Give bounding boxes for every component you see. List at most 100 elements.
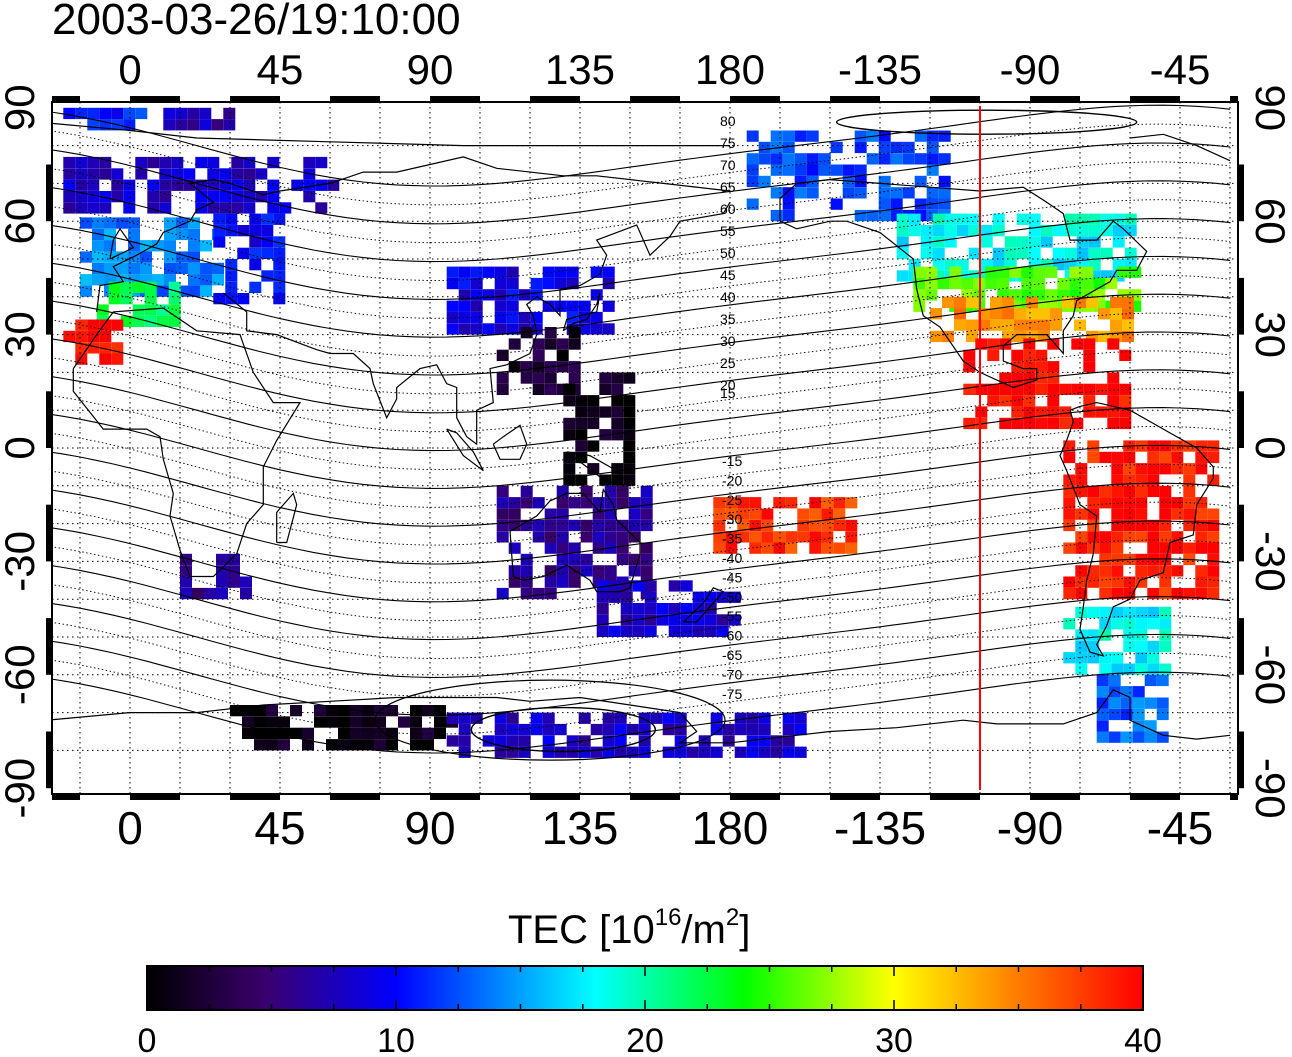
tec-cell [1075,474,1088,486]
tec-cell [806,153,819,165]
tec-cell [785,497,798,509]
tec-cell [1083,383,1096,395]
tec-cell [623,395,636,407]
tec-cell [668,603,681,615]
tec-cell [1062,296,1074,309]
tec-cell [914,175,927,188]
tec-cell [806,164,819,176]
tec-data-layer [63,107,1220,758]
tec-cell [992,247,1005,259]
tec-cell [530,311,543,324]
tec-cell [279,202,292,214]
tec-cell [63,107,76,120]
tec-cell [975,406,988,418]
tec-cell [99,319,112,331]
tec-cell [254,716,266,728]
tec-cell [942,296,954,309]
tec-cell [596,591,609,603]
tec-cell [746,175,759,188]
tec-cell [1123,497,1136,509]
tec-cell [997,266,1010,278]
tec-cell [908,213,921,225]
tec-cell [1028,213,1041,225]
tec-cell [1099,663,1112,675]
frame-bar-right [1238,731,1244,789]
tec-cell [821,542,834,554]
tec-cell [1023,349,1036,361]
tec-cell [602,723,615,736]
tec-cell [255,191,268,203]
tec-cell [87,179,100,191]
tec-cell [556,383,569,395]
tec-cell [640,565,653,577]
tec-cell [200,240,212,252]
tec-cell [1111,531,1124,543]
tec-cell [623,429,636,441]
tec-cell [809,497,822,509]
tec-cell [207,179,220,191]
tec-cell [932,213,945,225]
tec-cell [616,497,629,509]
tec-cell [902,187,915,199]
tec-cell [176,217,188,229]
tec-cell [99,191,112,203]
tec-cell [261,247,274,259]
tec-cell [216,565,228,577]
tec-cell [1099,565,1112,577]
tec-cell [1052,259,1065,271]
tec-cell [913,300,926,312]
tec-cell [556,576,569,588]
tec-cell [520,576,533,588]
tec-cell [830,164,843,176]
tec-cell [75,179,88,191]
tec-cell [1087,640,1100,653]
tec-cell [314,705,326,717]
tec-cell [1076,236,1089,248]
tec-cell [554,266,567,278]
tec-cell [1011,383,1024,395]
tec-cell [640,508,653,520]
frame-bar-left [46,277,52,335]
tec-cell [302,727,314,739]
tec-cell [1110,296,1122,309]
tec-cell [458,311,471,324]
tec-cell [749,531,762,543]
tec-cell [99,119,112,131]
colorbar-title-exp2: 2 [725,904,740,931]
tec-cell [1096,686,1109,698]
tec-cell [1147,519,1160,532]
tec-cell [63,168,76,180]
tec-cell [1023,372,1036,384]
tec-cell [620,580,633,592]
tec-cell [1195,440,1208,452]
tec-cell [108,281,121,293]
tec-cell [1207,508,1220,520]
tec-cell [794,712,807,724]
tec-cell [1076,259,1089,271]
tec-cell [568,542,581,554]
tec-cell [508,542,521,554]
tec-cell [92,240,104,252]
tec-cell [620,625,633,637]
tec-cell [590,289,603,301]
tec-cell [1100,270,1113,282]
tec-cell [833,519,846,532]
tec-cell [913,289,926,301]
tec-cell [734,746,747,758]
contour-label: -55 [722,608,742,624]
tec-cell [580,565,593,577]
tec-cell [1040,236,1053,248]
tec-cell [1123,576,1136,588]
tec-cell [758,723,771,736]
tec-cell [1023,383,1036,395]
tec-cell [1099,618,1112,630]
tec-cell [1099,485,1112,498]
tec-cell [749,497,762,509]
tec-cell [1195,497,1208,509]
tec-cell [818,164,831,176]
tec-cell [1159,565,1172,577]
tec-cell [878,209,891,222]
tec-cell [1207,474,1220,486]
tec-cell [1035,417,1048,430]
tec-cell [580,553,593,566]
